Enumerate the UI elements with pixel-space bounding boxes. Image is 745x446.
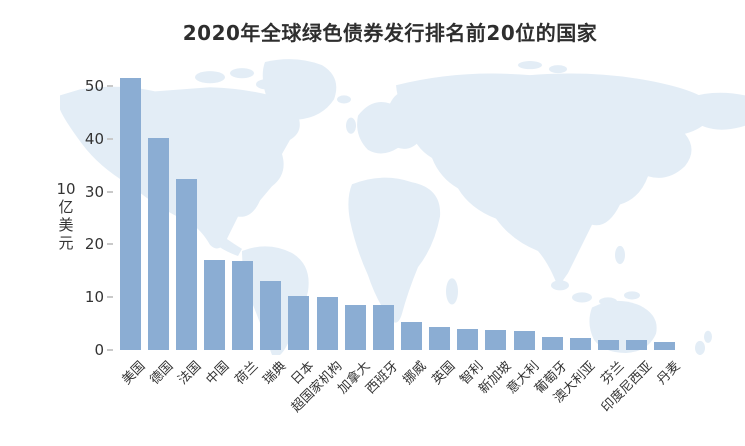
bar [569,338,591,350]
map-indonesia-island [624,291,640,300]
bar [288,295,310,350]
y-tick-mark [107,296,113,299]
map-philippines [615,245,625,265]
y-tick-mark [107,85,113,87]
x-tick-label: 中国 [203,358,233,388]
x-tick-label: 丹麦 [654,358,684,388]
bar [175,179,197,350]
map-landmass-central-america [205,226,242,257]
map-arctic-island [518,61,542,70]
y-tick-mark [107,190,113,193]
map-landmass-japan [618,149,637,193]
bar [541,336,563,350]
bar [147,137,169,350]
bar [344,304,366,350]
bar [457,328,479,350]
bar [626,340,648,350]
map-iceland [337,95,351,104]
x-tick-label: 挪威 [400,358,430,388]
map-landmass-alaska [689,92,745,130]
bar [232,260,254,350]
bar [316,296,338,350]
bar [119,78,141,350]
bar [401,322,422,350]
map-arctic-island [549,65,567,74]
map-madagascar [446,278,458,305]
y-tick-label: 20 [84,235,104,254]
map-new-zealand [695,340,705,355]
x-tick-label: 荷兰 [232,358,262,388]
y-axis-unit-label: 10 亿美元 [50,180,82,252]
y-tick-mark [107,349,113,351]
bar [485,329,507,350]
y-tick-label: 0 [94,341,104,359]
y-tick-label: 50 [84,77,104,95]
x-tick-label: 法国 [175,358,205,388]
map-indonesia-island [551,280,569,291]
x-tick-label: 英国 [429,358,459,388]
y-tick-label: 10 [84,288,104,307]
y-tick-mark [107,137,113,140]
bar [260,281,282,350]
bar [598,339,620,350]
map-arctic-island [230,68,254,79]
y-tick-label: 30 [84,182,104,201]
y-axis-unit-top: 10 [56,180,76,198]
map-landmass-africa [348,177,441,323]
chart-title: 2020年全球绿色债券发行排名前20位的国家 [182,21,598,45]
map-new-zealand [704,330,712,343]
bar [654,341,676,350]
map-landmass-greenland [262,59,337,120]
x-tick-label: 美国 [119,358,149,388]
x-tick-label: 德国 [147,358,177,388]
x-tick-label: 瑞典 [260,358,290,388]
y-tick-label: 40 [84,129,104,148]
y-tick-mark [107,243,113,246]
bar [372,305,394,350]
bar [203,259,225,350]
map-british-isles [346,117,356,134]
map-indonesia-island [572,292,592,303]
map-landmass-eurasia [396,73,715,288]
map-arctic-island [195,71,225,84]
y-axis-unit-vertical: 亿美元 [58,198,74,252]
bar [429,327,451,350]
bar [513,330,535,350]
